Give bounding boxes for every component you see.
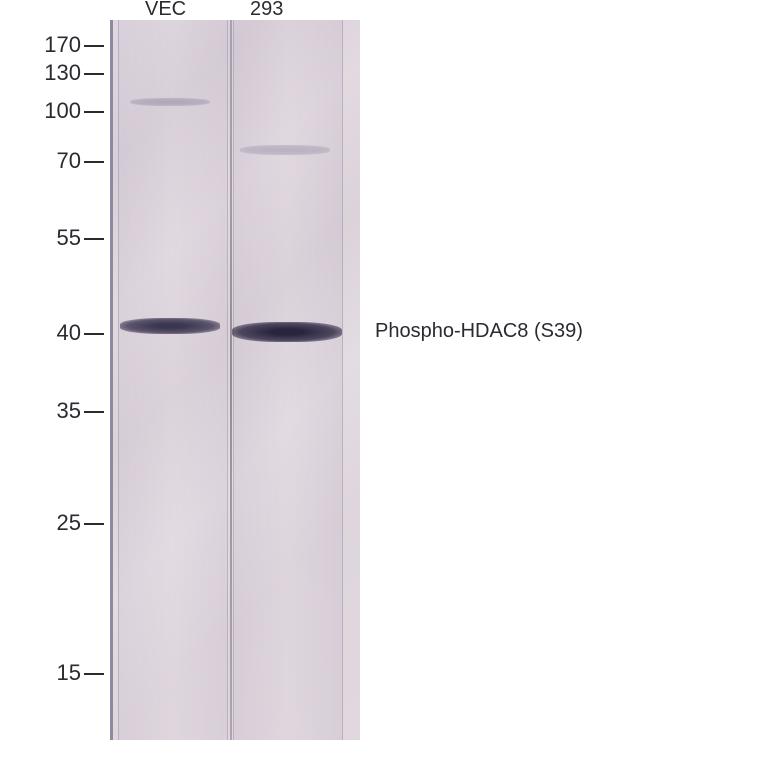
lane-header-2: 293	[250, 0, 283, 21]
marker-value: 40	[57, 320, 81, 345]
marker-value: 35	[57, 398, 81, 423]
marker-35: 35	[57, 398, 104, 424]
lane-header-1: VEC	[145, 0, 186, 21]
marker-value: 55	[57, 225, 81, 250]
marker-value: 130	[44, 60, 81, 85]
marker-25: 25	[57, 510, 104, 536]
marker-tick-icon	[84, 238, 104, 240]
marker-value: 70	[57, 148, 81, 173]
band-label-primary: Phospho-HDAC8 (S39)	[375, 320, 583, 343]
lane-2	[233, 20, 343, 740]
protein-band-3	[240, 145, 330, 155]
marker-100: 100	[44, 98, 104, 124]
marker-value: 100	[44, 98, 81, 123]
marker-tick-icon	[84, 45, 104, 47]
protein-band-2	[130, 98, 210, 106]
marker-170: 170	[44, 32, 104, 58]
marker-value: 170	[44, 32, 81, 57]
marker-tick-icon	[84, 523, 104, 525]
marker-tick-icon	[84, 411, 104, 413]
marker-15: 15	[57, 660, 104, 686]
marker-tick-icon	[84, 333, 104, 335]
marker-value: 15	[57, 660, 81, 685]
protein-band-0	[120, 318, 220, 334]
marker-55: 55	[57, 225, 104, 251]
marker-40: 40	[57, 320, 104, 346]
marker-70: 70	[57, 148, 104, 174]
marker-tick-icon	[84, 111, 104, 113]
marker-value: 25	[57, 510, 81, 535]
marker-tick-icon	[84, 673, 104, 675]
marker-130: 130	[44, 60, 104, 86]
protein-band-1	[232, 322, 342, 342]
lane-divider	[230, 20, 232, 740]
marker-tick-icon	[84, 161, 104, 163]
lane-1	[118, 20, 228, 740]
blot-container: VEC 293 170 130 100 70 55 40 35 25 15 Ph…	[0, 0, 764, 764]
blot-membrane	[110, 20, 360, 740]
marker-tick-icon	[84, 73, 104, 75]
